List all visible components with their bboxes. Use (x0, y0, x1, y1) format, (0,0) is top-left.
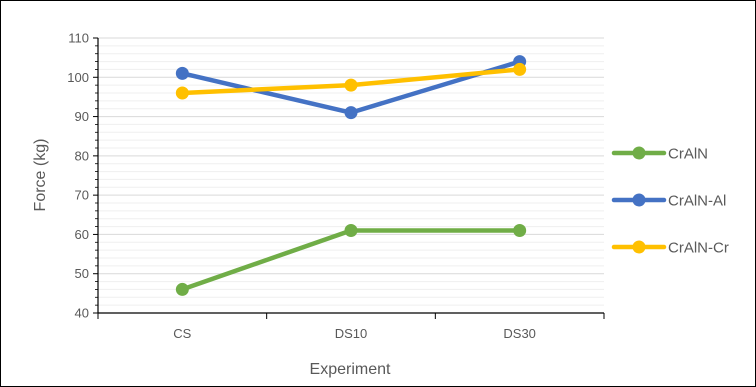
y-tick-label: 40 (75, 306, 89, 321)
legend-item-craln: CrAlN (611, 146, 708, 163)
legend-label: CrAlN-Cr (668, 240, 729, 257)
legend-item-craln-cr: CrAlN-Cr (611, 240, 729, 257)
series-lines (180, 59, 522, 292)
x-tick-label: CS (173, 326, 191, 341)
data-point-craln (175, 282, 189, 296)
y-tick-label: 100 (67, 70, 89, 85)
data-point-craln-al (175, 66, 189, 80)
x-tick-label: DS10 (335, 326, 368, 341)
legend-swatch-marker (632, 240, 646, 254)
major-gridlines (98, 37, 604, 275)
y-tick-label: 90 (75, 109, 89, 124)
legend-swatch-marker (632, 193, 646, 207)
series-line-craln (180, 228, 522, 292)
y-tick-labels: 40 50 60 70 80 90 100 110 (67, 31, 89, 321)
minor-gridlines (98, 45, 604, 306)
y-tick-label: 80 (75, 148, 89, 163)
legend-swatch-marker (632, 146, 646, 160)
y-axis-title: Force (kg) (32, 139, 49, 212)
y-tick-label: 50 (75, 266, 89, 281)
y-tick-label: 110 (68, 31, 89, 46)
y-tick-label: 70 (75, 188, 89, 203)
y-tick-label: 60 (75, 227, 89, 242)
legend-item-craln-al: CrAlN-Al (611, 193, 726, 210)
data-point-craln-al (344, 106, 358, 120)
legend-label: CrAlN-Al (668, 193, 726, 210)
x-tick-labels: CS DS10 DS30 (173, 326, 536, 341)
data-point-craln-cr (175, 86, 189, 100)
x-tick-label: DS30 (503, 326, 536, 341)
series-points (175, 55, 527, 296)
data-point-craln (344, 224, 358, 237)
data-point-craln-cr (344, 78, 358, 92)
axes (93, 37, 605, 319)
legend-label: CrAlN (668, 146, 708, 163)
data-point-craln-cr (513, 62, 527, 76)
x-axis-title: Experiment (310, 361, 391, 378)
data-point-craln (513, 224, 527, 237)
legend: CrAlN CrAlN-Al CrAlN-Cr (611, 146, 729, 257)
